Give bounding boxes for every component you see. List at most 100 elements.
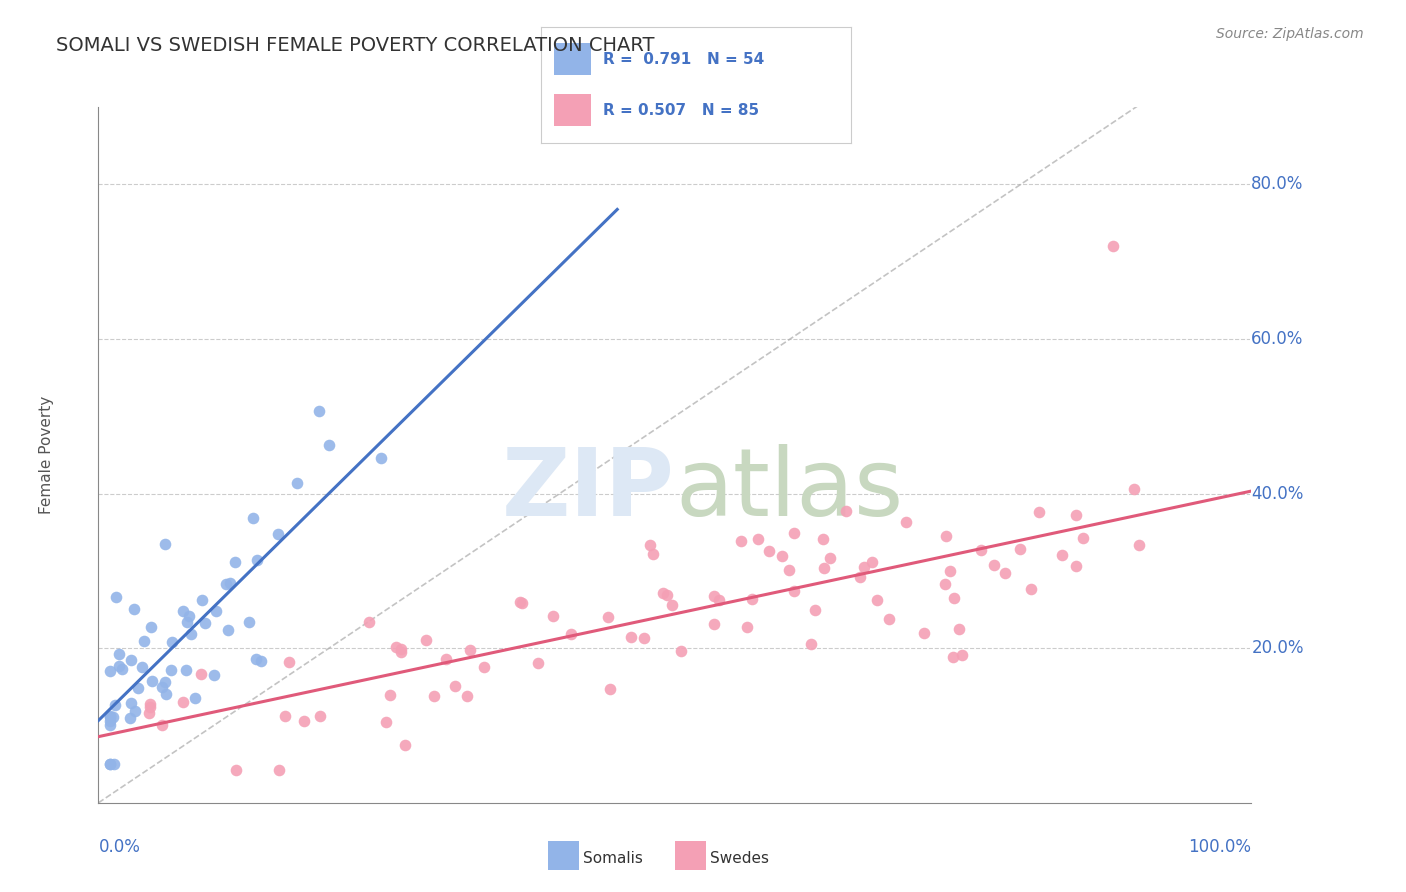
Point <box>172 694 194 708</box>
Point <box>423 689 446 703</box>
Point <box>242 510 264 524</box>
Point <box>444 679 467 693</box>
Point <box>415 632 437 647</box>
Point <box>638 538 661 552</box>
Text: R =  0.791   N = 54: R = 0.791 N = 54 <box>603 52 765 67</box>
Point <box>124 704 146 718</box>
Point <box>194 616 217 631</box>
Point <box>510 596 533 610</box>
Point <box>131 660 153 674</box>
Point <box>671 644 693 658</box>
Point <box>285 476 308 491</box>
Point <box>318 438 340 452</box>
Point <box>274 709 297 723</box>
Point <box>160 635 183 649</box>
Point <box>472 660 495 674</box>
Point <box>1064 559 1087 574</box>
Point <box>375 714 398 729</box>
Point <box>150 680 173 694</box>
Point <box>655 588 678 602</box>
Point <box>1064 508 1087 522</box>
Point <box>98 757 121 772</box>
Point <box>217 623 239 637</box>
Point <box>509 595 531 609</box>
Point <box>939 564 962 578</box>
Point <box>101 710 124 724</box>
Text: 100.0%: 100.0% <box>1188 838 1251 855</box>
Point <box>811 532 834 546</box>
Point <box>942 591 965 605</box>
Point <box>970 543 993 558</box>
Text: ZIP: ZIP <box>502 443 675 536</box>
Point <box>98 717 121 731</box>
Point <box>202 668 225 682</box>
Point <box>238 615 260 630</box>
Point <box>378 688 401 702</box>
Point <box>172 604 194 618</box>
Point <box>912 626 935 640</box>
Point <box>191 593 214 607</box>
Point <box>224 556 246 570</box>
Point <box>948 622 970 636</box>
Point <box>98 757 121 772</box>
Point <box>134 633 156 648</box>
Point <box>596 609 619 624</box>
Text: Swedes: Swedes <box>710 851 769 865</box>
Point <box>633 631 655 645</box>
Point <box>436 652 458 666</box>
Point <box>309 708 332 723</box>
Point <box>180 626 202 640</box>
Point <box>643 547 665 561</box>
Point <box>138 697 160 711</box>
Point <box>308 404 330 418</box>
Point <box>98 709 121 723</box>
Text: 40.0%: 40.0% <box>1251 484 1303 502</box>
Point <box>120 653 142 667</box>
Point <box>141 674 163 689</box>
Point <box>942 650 965 665</box>
Point <box>1122 482 1144 496</box>
Point <box>741 591 763 606</box>
Point <box>456 689 478 703</box>
Point <box>267 526 290 541</box>
Point <box>108 647 131 661</box>
Point <box>848 569 870 583</box>
Point <box>994 566 1017 581</box>
Point <box>278 655 301 669</box>
Point <box>983 558 1005 572</box>
Point <box>122 602 145 616</box>
Point <box>1102 239 1125 253</box>
Text: 60.0%: 60.0% <box>1251 330 1303 348</box>
Point <box>225 763 247 777</box>
Point <box>389 642 412 657</box>
Point <box>747 532 769 546</box>
Point <box>98 714 121 728</box>
Text: 80.0%: 80.0% <box>1251 176 1303 194</box>
Text: 20.0%: 20.0% <box>1251 640 1303 657</box>
Point <box>778 563 800 577</box>
Point <box>758 544 780 558</box>
Text: SOMALI VS SWEDISH FEMALE POVERTY CORRELATION CHART: SOMALI VS SWEDISH FEMALE POVERTY CORRELA… <box>56 36 655 54</box>
Point <box>139 620 162 634</box>
Point <box>770 549 793 563</box>
Point <box>541 609 564 624</box>
Point <box>707 593 730 607</box>
Point <box>877 611 900 625</box>
Point <box>111 662 134 676</box>
Point <box>894 515 917 529</box>
Point <box>176 615 198 629</box>
Point <box>150 718 173 732</box>
Point <box>783 525 806 540</box>
Point <box>384 640 406 655</box>
Point <box>98 665 121 679</box>
Point <box>813 560 835 574</box>
Point <box>527 656 550 670</box>
Point <box>219 576 242 591</box>
Point <box>190 666 212 681</box>
Point <box>120 711 142 725</box>
Point <box>599 681 621 696</box>
Point <box>389 645 412 659</box>
Point <box>818 551 841 566</box>
Point <box>950 648 973 662</box>
Point <box>174 663 197 677</box>
